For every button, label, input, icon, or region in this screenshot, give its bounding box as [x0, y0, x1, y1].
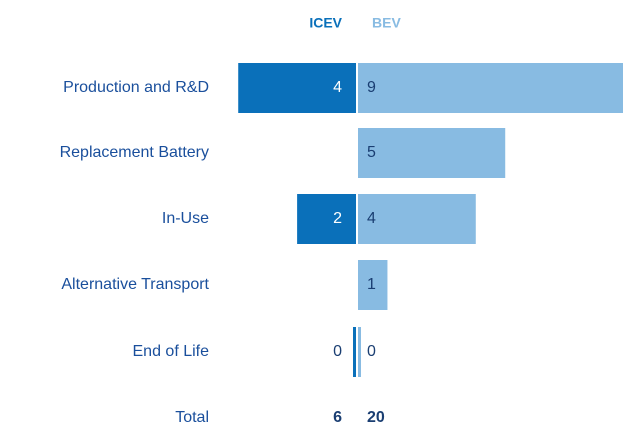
- bar: [238, 63, 356, 113]
- value-label: 0: [367, 343, 376, 360]
- category-label: In-Use: [162, 210, 209, 227]
- legend-label: BEV: [372, 15, 401, 31]
- value-label: 2: [333, 210, 342, 227]
- total-value: 6: [333, 409, 342, 426]
- bar: [358, 128, 506, 178]
- value-label: 5: [367, 144, 376, 161]
- total-label: Total: [175, 409, 209, 426]
- value-label: 1: [367, 276, 376, 293]
- legend-label: ICEV: [309, 15, 342, 31]
- total-value: 20: [367, 409, 385, 426]
- value-label: 4: [367, 210, 376, 227]
- category-label: Replacement Battery: [60, 144, 209, 161]
- bar: [358, 260, 388, 310]
- category-label: Alternative Transport: [61, 276, 209, 293]
- value-label: 9: [367, 79, 376, 96]
- value-label: 0: [333, 343, 342, 360]
- bar: [358, 194, 476, 244]
- bar: [297, 194, 356, 244]
- category-label: Production and R&D: [63, 79, 209, 96]
- bar: [353, 327, 356, 377]
- category-label: End of Life: [133, 343, 210, 360]
- bar: [358, 327, 361, 377]
- bar: [358, 63, 623, 113]
- value-label: 4: [333, 79, 342, 96]
